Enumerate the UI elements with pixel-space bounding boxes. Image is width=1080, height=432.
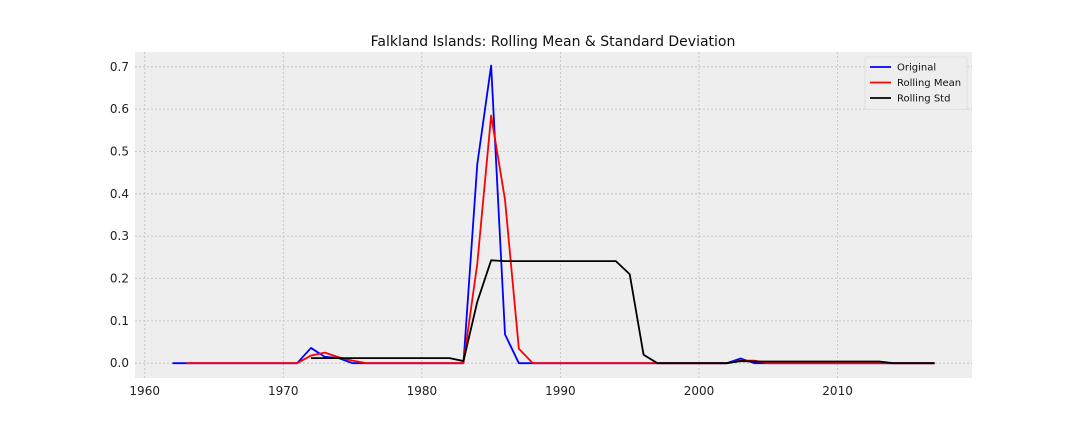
y-tick-label: 0.5 [110,144,129,158]
x-tick-label: 1990 [545,384,576,398]
tick-labels: 1960 1970 1980 1990 2000 2010 0.0 0.1 0.2 0.3 0.4 0… [110,60,853,398]
y-tick-label: 0.7 [110,60,129,74]
legend-box [864,56,968,110]
plot-background [135,52,972,378]
x-tick-label: 1960 [129,384,160,398]
legend: Original Rolling Mean Rolling Std [864,56,968,110]
series-line-rolling-std [310,259,935,365]
chart-title: Falkland Islands: Rolling Mean & Standar… [371,34,736,50]
series-line-rolling-mean [186,114,935,365]
x-tick-label: 2000 [684,384,715,398]
x-tick-label: 2010 [822,384,853,398]
y-tick-label: 0.4 [110,187,129,201]
legend-label: Rolling Mean [897,78,961,89]
legend-label: Rolling Std [897,94,950,105]
legend-label: Original [897,63,936,74]
y-tick-label: 0.6 [110,102,129,116]
x-tick-label: 1980 [407,384,438,398]
y-tick-label: 0.1 [110,314,129,328]
y-tick-label: 0.2 [110,272,129,286]
y-tick-label: 0.3 [110,229,129,243]
y-tick-label: 0.0 [110,356,129,370]
series-lines [172,64,935,365]
x-tick-label: 1970 [268,384,299,398]
